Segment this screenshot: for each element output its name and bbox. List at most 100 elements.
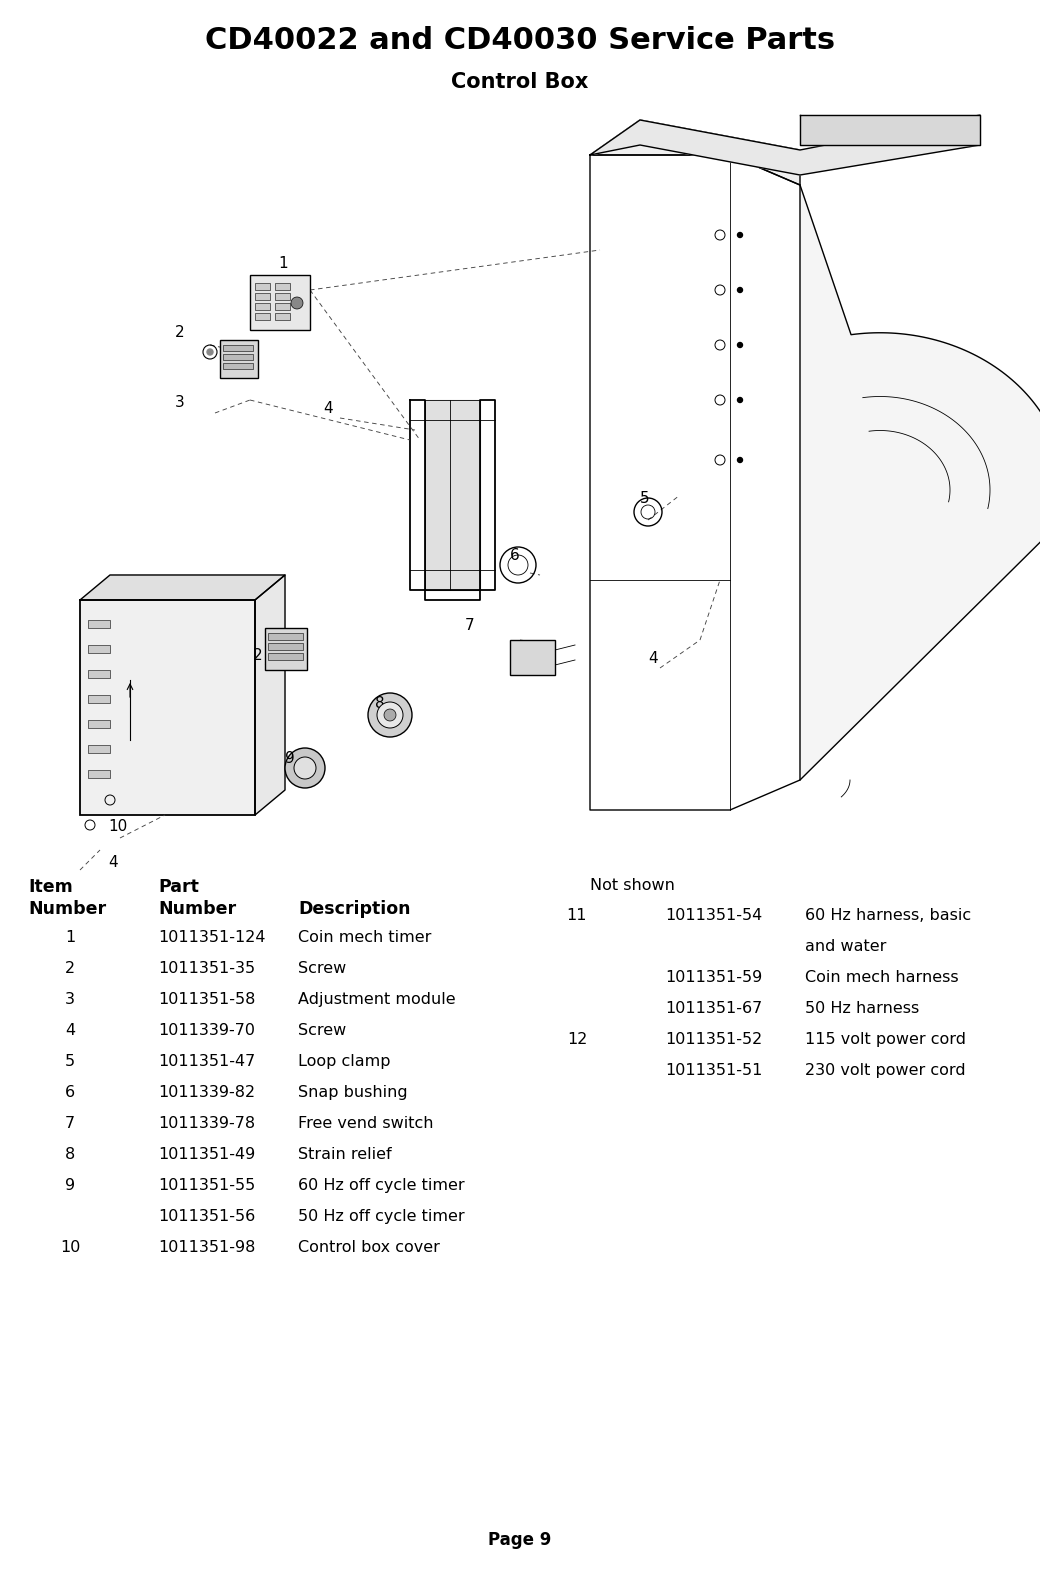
Text: 3: 3 [175,394,185,410]
Text: 1011339-70: 1011339-70 [158,1023,255,1038]
Text: Screw: Screw [298,1023,346,1038]
Text: Screw: Screw [298,961,346,976]
Text: 1: 1 [278,256,288,270]
Text: 5: 5 [64,1054,75,1068]
Text: Loop clamp: Loop clamp [298,1054,390,1068]
Text: Part: Part [158,878,199,895]
Bar [80,600,255,815]
Bar [275,303,290,309]
Bar [255,303,270,309]
Bar [88,669,110,679]
Bar [255,313,270,320]
Text: 6: 6 [64,1086,75,1100]
Text: Control Box: Control Box [451,72,589,93]
Text: 9: 9 [64,1178,75,1192]
Text: Free vend switch: Free vend switch [298,1115,434,1131]
Text: 1011351-55: 1011351-55 [158,1178,255,1192]
Text: 1011351-35: 1011351-35 [158,961,255,976]
Circle shape [384,709,396,721]
Text: 1: 1 [64,930,75,946]
Circle shape [291,297,303,309]
Text: 3: 3 [64,991,75,1007]
Polygon shape [80,575,285,600]
Text: 1011351-58: 1011351-58 [158,991,256,1007]
Text: 60 Hz harness, basic: 60 Hz harness, basic [805,908,971,924]
Text: 4: 4 [323,401,333,415]
Bar [275,294,290,300]
Circle shape [294,757,316,779]
Circle shape [368,693,412,737]
Text: 8: 8 [64,1147,75,1163]
Text: 1011351-52: 1011351-52 [665,1032,762,1046]
Bar [255,283,270,291]
Bar [88,646,110,654]
Text: 60 Hz off cycle timer: 60 Hz off cycle timer [298,1178,465,1192]
Text: 4: 4 [64,1023,75,1038]
Text: 115 volt power cord: 115 volt power cord [805,1032,966,1046]
Polygon shape [255,575,285,815]
Text: 230 volt power cord: 230 volt power cord [805,1064,965,1078]
Bar [265,628,307,669]
Text: 4: 4 [648,650,657,666]
Bar [255,294,270,300]
Polygon shape [590,115,980,174]
Text: 2: 2 [175,325,185,339]
Bar [275,313,290,320]
Circle shape [737,457,743,462]
Circle shape [737,233,743,237]
Bar [510,639,555,676]
Bar [88,745,110,753]
Text: 1011339-82: 1011339-82 [158,1086,255,1100]
Text: 1011351-98: 1011351-98 [158,1240,256,1255]
Text: CD40022 and CD40030 Service Parts: CD40022 and CD40030 Service Parts [205,25,835,55]
Bar [223,353,253,360]
Text: 1011351-59: 1011351-59 [665,969,762,985]
Text: 4: 4 [108,855,118,869]
Polygon shape [800,115,980,145]
Text: Coin mech timer: Coin mech timer [298,930,432,946]
Text: Control box cover: Control box cover [298,1240,440,1255]
Text: 1011351-49: 1011351-49 [158,1147,255,1163]
Polygon shape [590,119,800,185]
Circle shape [737,397,743,402]
Text: 1011351-56: 1011351-56 [158,1210,255,1224]
Text: 9: 9 [285,751,294,765]
Bar [88,621,110,628]
Text: Strain relief: Strain relief [298,1147,392,1163]
Text: 2: 2 [64,961,75,976]
Text: 1011351-51: 1011351-51 [665,1064,762,1078]
Bar [268,643,303,650]
Bar [88,694,110,702]
Bar [220,339,258,379]
Text: 1011351-67: 1011351-67 [665,1001,762,1016]
Text: 10: 10 [60,1240,80,1255]
Text: Item: Item [28,878,73,895]
Text: 5: 5 [640,490,650,506]
Text: 12: 12 [567,1032,588,1046]
Circle shape [737,342,743,347]
Bar [223,363,253,369]
Text: 50 Hz harness: 50 Hz harness [805,1001,919,1016]
Text: 1011339-78: 1011339-78 [158,1115,255,1131]
Text: Description: Description [298,900,411,917]
Text: Not shown: Not shown [590,878,675,892]
Text: Number: Number [158,900,236,917]
Text: 6: 6 [510,548,520,562]
Bar [88,770,110,778]
Bar [88,720,110,727]
Text: Snap bushing: Snap bushing [298,1086,408,1100]
Text: 1011351-54: 1011351-54 [665,908,762,924]
Circle shape [285,748,324,789]
Bar [268,633,303,639]
Polygon shape [425,401,480,591]
Text: Page 9: Page 9 [489,1532,551,1549]
Text: 1011351-47: 1011351-47 [158,1054,255,1068]
Text: 11: 11 [567,908,588,924]
Bar [268,654,303,660]
Text: Adjustment module: Adjustment module [298,991,456,1007]
Text: 10: 10 [108,818,127,834]
Text: Coin mech harness: Coin mech harness [805,969,959,985]
Bar [250,275,310,330]
Text: Number: Number [28,900,106,917]
Circle shape [737,287,743,292]
